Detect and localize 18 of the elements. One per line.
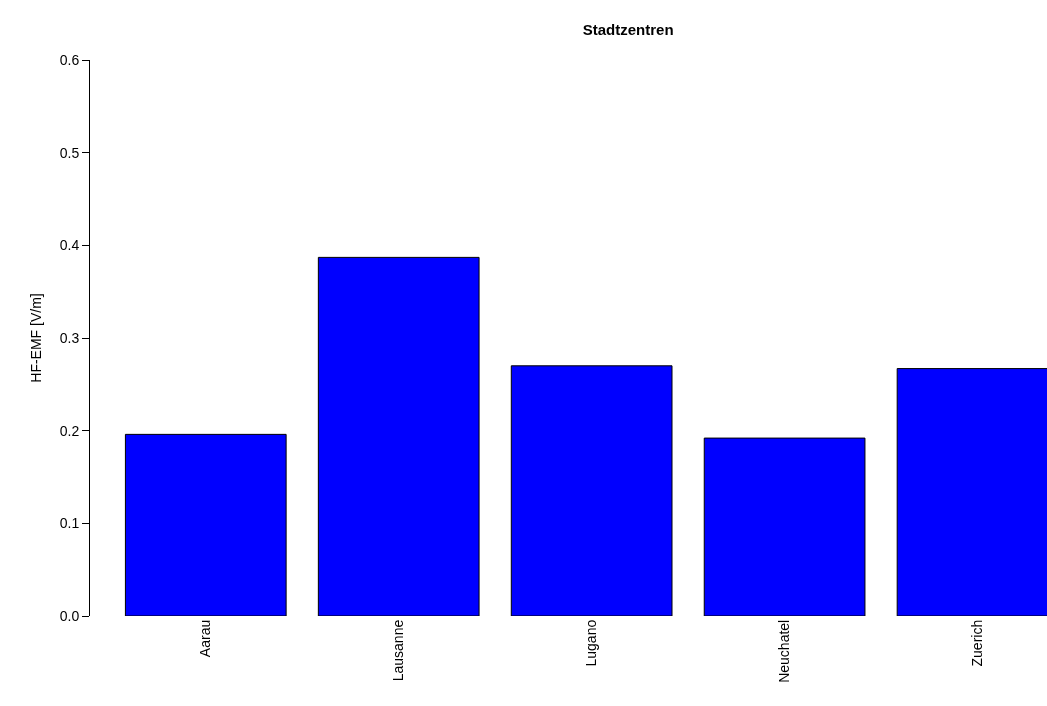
x-tick-label: Lugano bbox=[583, 619, 600, 667]
x-tick-label: Neuchatel bbox=[776, 619, 793, 683]
x-tick-label: Aarau bbox=[197, 619, 214, 658]
y-axis-title: HF-EMF [V/m] bbox=[28, 293, 45, 383]
y-tick-label: 0.3 bbox=[59, 329, 80, 346]
x-tick-label: Zuerich bbox=[969, 619, 986, 667]
bar bbox=[317, 256, 480, 616]
bar bbox=[124, 433, 287, 616]
x-tick-label: Lausanne bbox=[390, 619, 407, 682]
y-tick-label: 0.0 bbox=[59, 607, 80, 624]
y-tick-label: 0.5 bbox=[59, 144, 80, 161]
y-tick-label: 0.1 bbox=[59, 515, 80, 532]
bar bbox=[703, 437, 866, 616]
bar bbox=[510, 365, 673, 616]
y-tick-label: 0.6 bbox=[59, 51, 80, 68]
chart-title: Stadtzentren bbox=[582, 21, 674, 39]
y-tick-label: 0.4 bbox=[59, 237, 80, 254]
y-tick-label: 0.2 bbox=[59, 422, 80, 439]
